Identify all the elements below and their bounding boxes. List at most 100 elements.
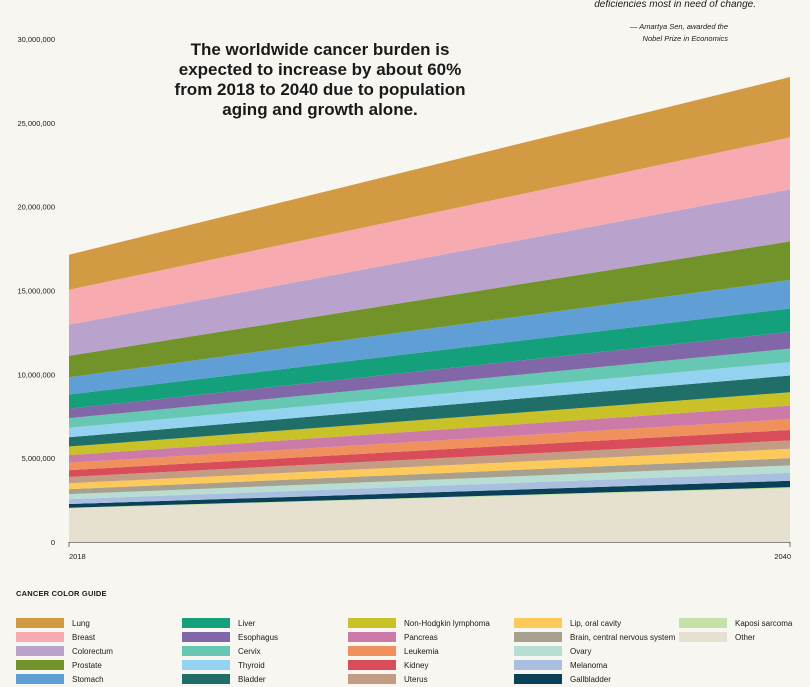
- area-series-melanoma: [69, 472, 790, 505]
- legend-label: Liver: [238, 618, 256, 628]
- legend-item-bladder: Bladder: [182, 673, 266, 685]
- x-tick-label: 2018: [69, 552, 86, 561]
- legend-swatch: [679, 632, 727, 642]
- legend-item-other: Other: [679, 631, 755, 643]
- legend-swatch: [348, 632, 396, 642]
- y-tick-label: 0: [51, 538, 55, 547]
- area-series-stomach: [69, 279, 790, 395]
- legend-label: Kaposi sarcoma: [735, 618, 793, 628]
- legend-title: CANCER COLOR GUIDE: [16, 589, 107, 598]
- legend-swatch: [182, 618, 230, 628]
- area-series-other: [69, 488, 790, 542]
- y-tick-label: 10,000,000: [17, 370, 55, 379]
- area-series-liver: [69, 308, 790, 409]
- legend-item-colorectum: Colorectum: [16, 645, 113, 657]
- area-series-thyroid: [69, 362, 790, 438]
- area-series-esophagus: [69, 331, 790, 419]
- area-series-prostate: [69, 241, 790, 378]
- legend-label: Thyroid: [238, 660, 265, 670]
- area-series-gallbladder: [69, 480, 790, 508]
- area-series-cervix: [69, 348, 790, 428]
- legend-item-leukemia: Leukemia: [348, 645, 439, 657]
- stacked-area-chart: 0 5,000,000 10,000,000 15,000,000 20,000,000…: [17, 35, 791, 561]
- legend-label: Melanoma: [570, 660, 608, 670]
- legend-swatch: [679, 618, 727, 628]
- legend-item-kaposi-sarcoma: Kaposi sarcoma: [679, 617, 792, 629]
- y-tick-label: 30,000,000: [17, 35, 55, 44]
- legend-label: Gallbladder: [570, 674, 611, 684]
- legend-swatch: [514, 632, 562, 642]
- legend-item-non-hodgkin-lymphoma: Non-Hodgkin lymphoma: [348, 617, 490, 629]
- legend-label: Lip, oral cavity: [570, 618, 622, 628]
- legend-swatch: [514, 618, 562, 628]
- legend-item-uterus: Uterus: [348, 673, 428, 685]
- quote-text: deficiencies most in need of change.: [594, 0, 756, 10]
- y-tick-label: 15,000,000: [17, 287, 55, 296]
- legend-swatch: [16, 660, 64, 670]
- area-series-lip-oral-cavity: [69, 448, 790, 490]
- legend-swatch: [16, 632, 64, 642]
- y-tick-label: 25,000,000: [17, 119, 55, 128]
- legend-swatch: [182, 660, 230, 670]
- y-tick-label: 5,000,000: [22, 454, 55, 463]
- area-series-uterus: [69, 440, 790, 484]
- chart-headline: The worldwide cancer burden is expected …: [174, 40, 466, 119]
- legend-label: Uterus: [404, 674, 428, 684]
- legend-item-gallbladder: Gallbladder: [514, 673, 611, 685]
- legend-label: Non-Hodgkin lymphoma: [404, 618, 490, 628]
- area-series-breast: [69, 137, 790, 325]
- legend-label: Cervix: [238, 646, 261, 656]
- legend-swatch: [16, 618, 64, 628]
- legend-item-prostate: Prostate: [16, 659, 102, 671]
- x-tick-label: 2040: [774, 552, 791, 561]
- legend-label: Bladder: [238, 674, 266, 684]
- legend-label: Ovary: [570, 646, 592, 656]
- legend-label: Brain, central nervous system: [570, 632, 676, 642]
- legend-label: Other: [735, 632, 756, 642]
- legend-swatch: [348, 618, 396, 628]
- legend-swatch: [514, 646, 562, 656]
- area-series-leukemia: [69, 419, 790, 471]
- legend: Lung Breast Colorectum Prostate Stomach Liver…: [16, 617, 810, 687]
- legend-item-lip-oral-cavity: Lip, oral cavity: [514, 617, 621, 629]
- legend-swatch: [348, 646, 396, 656]
- legend-swatch: [514, 674, 562, 684]
- legend-item-esophagus: Esophagus: [182, 631, 278, 643]
- legend-item-cervix: Cervix: [182, 645, 261, 657]
- quote-attribution-line-1: — Amartya Sen, awarded the: [629, 22, 728, 31]
- legend-label: Leukemia: [404, 646, 439, 656]
- area-series-non-hodgkin-lymphoma: [69, 392, 790, 456]
- legend-item-stomach: Stomach: [16, 673, 104, 685]
- area-series-kidney: [69, 429, 790, 477]
- legend-item-liver: Liver: [182, 617, 255, 629]
- legend-item-breast: Breast: [16, 631, 95, 643]
- legend-swatch: [16, 646, 64, 656]
- legend-item-melanoma: Melanoma: [514, 659, 607, 671]
- legend-item-brain-central-nervous-system: Brain, central nervous system: [514, 631, 675, 643]
- legend-swatch: [182, 632, 230, 642]
- y-tick-label: 20,000,000: [17, 203, 55, 212]
- legend-swatch: [16, 674, 64, 684]
- legend-swatch: [182, 674, 230, 684]
- legend-label: Stomach: [72, 674, 104, 684]
- legend-item-lung: Lung: [16, 617, 90, 629]
- area-series-ovary: [69, 465, 790, 500]
- quote-attribution-line-2: Nobel Prize in Economics: [642, 34, 728, 43]
- area-series-bladder: [69, 375, 790, 447]
- legend-item-ovary: Ovary: [514, 645, 591, 657]
- area-series-colorectum: [69, 189, 790, 356]
- legend-label: Kidney: [404, 660, 429, 670]
- legend-item-thyroid: Thyroid: [182, 659, 265, 671]
- legend-label: Breast: [72, 632, 96, 642]
- legend-item-pancreas: Pancreas: [348, 631, 438, 643]
- area-series-kaposi-sarcoma: [69, 487, 790, 509]
- area-series-lung: [69, 77, 790, 290]
- legend-label: Esophagus: [238, 632, 279, 642]
- area-series-pancreas: [69, 405, 790, 463]
- legend-swatch: [514, 660, 562, 670]
- legend-item-kidney: Kidney: [348, 659, 428, 671]
- legend-label: Lung: [72, 618, 90, 628]
- area-series-brain-central-nervous-system: [69, 458, 790, 495]
- legend-swatch: [348, 660, 396, 670]
- legend-swatch: [182, 646, 230, 656]
